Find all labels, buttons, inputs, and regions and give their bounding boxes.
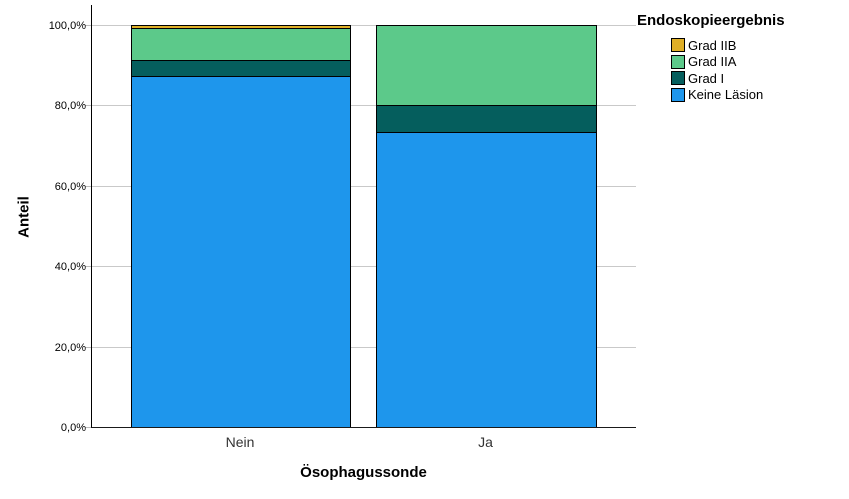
y-axis-title: Anteil — [15, 196, 33, 238]
legend: Endoskopieergebnis Grad IIB Grad IIA Grad … — [637, 12, 785, 103]
legend-item-grad-iib: Grad IIB — [671, 37, 785, 53]
y-tick-label-80: 80,0% — [54, 100, 86, 113]
y-tick-mark-40 — [85, 266, 91, 268]
gridline-60 — [92, 185, 636, 187]
y-tick-label-100: 100,0% — [48, 20, 86, 32]
legend-items: Grad IIB Grad IIA Grad I Keine Läsion — [671, 37, 785, 103]
legend-item-label: Grad IIB — [688, 37, 737, 53]
legend-item-label: Grad I — [688, 70, 725, 86]
bar-segment-nein-grad-i — [131, 60, 351, 77]
legend-item-label: Keine Läsion — [688, 87, 764, 102]
y-tick-label-60: 60,0% — [54, 180, 86, 193]
x-tick-label-ja: Ja — [478, 434, 493, 450]
y-tick-mark-0 — [85, 427, 91, 428]
y-tick-mark-60 — [85, 185, 91, 187]
bar-segment-ja-keine-läsion — [376, 132, 597, 427]
gridline-20 — [92, 346, 636, 348]
y-tick-mark-20 — [85, 346, 91, 348]
legend-item-label: Grad IIA — [688, 54, 737, 69]
y-tick-mark-100 — [85, 25, 91, 26]
bar-segment-nein-grad-iib — [131, 25, 351, 29]
gridline-40 — [92, 266, 636, 268]
legend-title: Endoskopieergebnis — [637, 12, 785, 29]
bar-segment-nein-keine-läsion — [131, 76, 351, 427]
bar-segment-ja-grad-iia — [376, 25, 597, 106]
bar-segment-nein-grad-iia — [131, 28, 351, 60]
legend-item-grad-i: Grad I — [671, 70, 785, 86]
legend-swatch-icon — [671, 87, 685, 102]
plot-area — [91, 5, 636, 428]
y-tick-label-20: 20,0% — [54, 341, 86, 354]
x-axis-title: Ösophagussonde — [300, 464, 427, 481]
x-tick-label-nein: Nein — [225, 434, 255, 450]
gridline-100 — [92, 25, 636, 26]
legend-swatch-icon — [671, 71, 685, 85]
bar-segment-ja-grad-i — [376, 105, 597, 133]
gridline-80 — [92, 105, 636, 107]
legend-item-grad-iia: Grad IIA — [671, 54, 785, 70]
y-tick-label-0: 0,0% — [60, 422, 86, 434]
legend-swatch-icon — [671, 54, 685, 69]
legend-item-keine-läsion: Keine Läsion — [671, 87, 785, 103]
y-tick-mark-80 — [85, 105, 91, 107]
legend-swatch-icon — [671, 38, 685, 52]
y-tick-label-40: 40,0% — [54, 261, 86, 274]
